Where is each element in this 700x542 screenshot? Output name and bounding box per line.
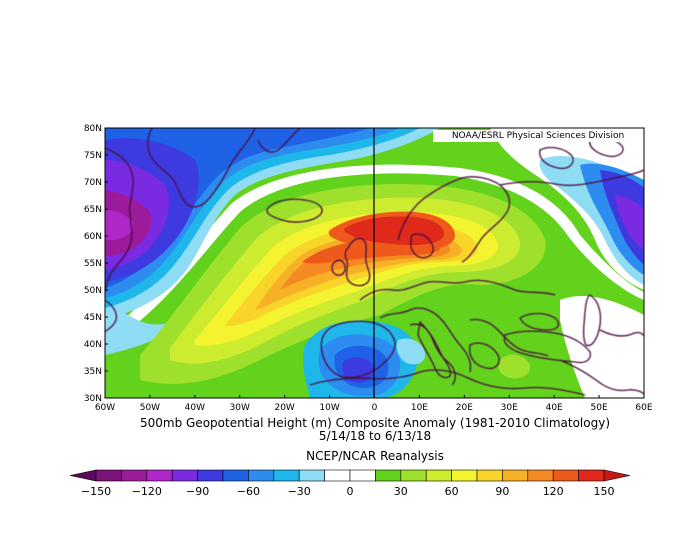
colorbar-swatch	[95, 469, 122, 482]
colorbar-max-arrow	[603, 469, 631, 482]
colorbar-swatch	[425, 469, 452, 482]
lon-tick-label: 50W	[140, 403, 160, 413]
colorbar-label: −90	[186, 485, 209, 498]
latitude-ticks: 80N 75N 70N 65N 60N 55N 50N 45N 40N 35N 30N	[84, 124, 108, 404]
colorbar-swatch	[121, 469, 148, 482]
lon-tick-label: 10E	[411, 403, 428, 413]
colorbar-swatch	[324, 469, 351, 482]
longitude-ticks: 60W 50W 40W 30W 20W 10W 0 10E 20E 30E 40E 50E 60E	[95, 395, 653, 413]
colorbar-swatch	[248, 469, 275, 482]
lat-tick-label: 65N	[84, 205, 102, 215]
colorbar-swatch	[527, 469, 554, 482]
lon-tick-label: 10W	[319, 403, 339, 413]
map-dataset: NCEP/NCAR Reanalysis	[306, 449, 444, 463]
colorbar-swatch	[349, 469, 376, 482]
colorbar-swatch	[578, 469, 605, 482]
lon-tick-label: 60E	[635, 403, 652, 413]
colorbar-label: −30	[288, 485, 311, 498]
colorbar-min-arrow	[69, 469, 97, 482]
lon-tick-label: 60W	[95, 403, 115, 413]
colorbar-swatch	[273, 469, 300, 482]
lat-tick-label: 80N	[84, 124, 102, 134]
colorbar-swatch	[451, 469, 478, 482]
colorbar-swatch	[146, 469, 173, 482]
colorbar-swatch	[171, 469, 198, 482]
colorbar	[69, 469, 631, 482]
coastlines	[105, 128, 644, 396]
lon-tick-label: 30W	[230, 403, 250, 413]
lat-tick-label: 45N	[84, 313, 102, 323]
lon-tick-label: 40E	[546, 403, 563, 413]
lon-tick-label: 30E	[501, 403, 518, 413]
lat-tick-label: 75N	[84, 151, 102, 161]
lat-tick-label: 35N	[84, 367, 102, 377]
colorbar-label: 30	[394, 485, 408, 498]
lon-tick-label: 20E	[456, 403, 473, 413]
colorbar-label: 150	[594, 485, 615, 498]
map-date-range: 5/14/18 to 6/13/18	[318, 429, 432, 443]
anomaly-field	[105, 128, 644, 398]
colorbar-label: −120	[132, 485, 162, 498]
colorbar-label: 60	[445, 485, 459, 498]
lon-tick-label: 40W	[185, 403, 205, 413]
map-credit: NOAA/ESRL Physical Sciences Division	[433, 130, 643, 142]
lat-tick-label: 40N	[84, 340, 102, 350]
lat-tick-label: 55N	[84, 259, 102, 269]
lat-tick-label: 60N	[84, 232, 102, 242]
colorbar-swatch	[298, 469, 325, 482]
colorbar-swatch	[375, 469, 402, 482]
colorbar-label: −150	[81, 485, 111, 498]
lon-tick-label: 50E	[591, 403, 608, 413]
map-title: 500mb Geopotential Height (m) Composite …	[139, 416, 610, 430]
lat-tick-label: 30N	[84, 394, 102, 404]
colorbar-swatch	[400, 469, 427, 482]
colorbar-swatch	[222, 469, 249, 482]
lat-tick-label: 50N	[84, 286, 102, 296]
lon-tick-label: 20W	[274, 403, 294, 413]
colorbar-label: 90	[495, 485, 509, 498]
colorbar-swatch	[197, 469, 224, 482]
lon-tick-label: 0	[372, 403, 378, 413]
colorbar-labels: −150 −120 −90 −60 −30 0 30 60 90 120 150	[81, 485, 615, 498]
colorbar-label: 0	[347, 485, 354, 498]
colorbar-label: −60	[237, 485, 260, 498]
lat-tick-label: 70N	[84, 178, 102, 188]
colorbar-swatch	[502, 469, 529, 482]
colorbar-swatch	[476, 469, 503, 482]
colorbar-label: 120	[543, 485, 564, 498]
colorbar-swatch	[552, 469, 579, 482]
